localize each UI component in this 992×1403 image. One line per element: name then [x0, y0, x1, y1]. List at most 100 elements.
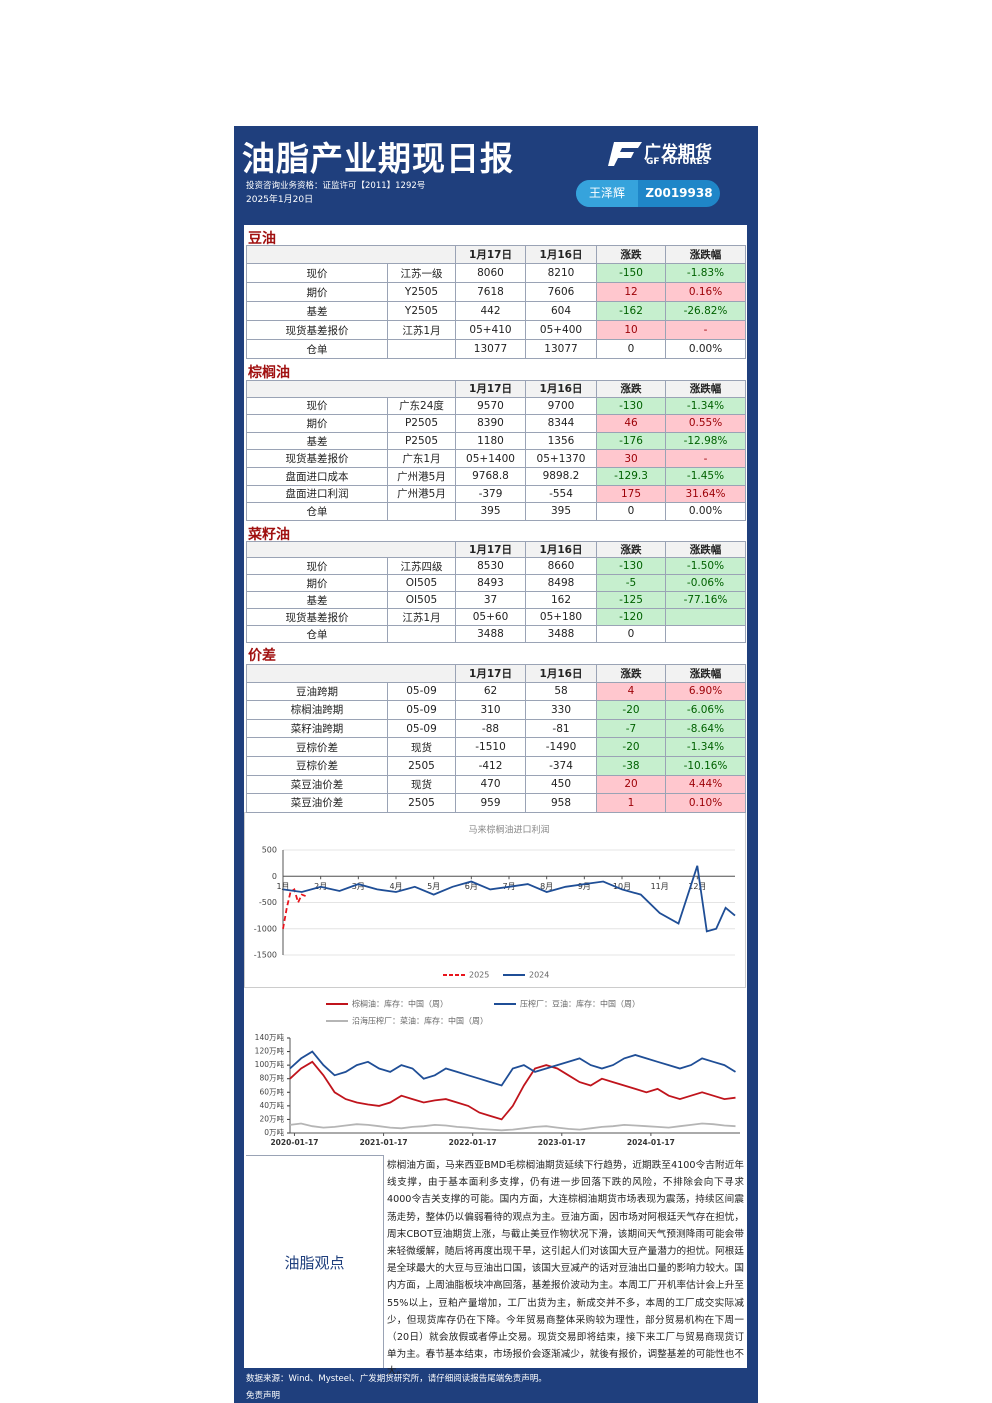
row-item: 现货基差报价 [246, 450, 388, 468]
row-value: 0 [597, 626, 666, 643]
row-value: 05+410 [456, 321, 526, 340]
logo-icon [608, 142, 642, 166]
column-header: 涨跌 [597, 664, 666, 683]
row-item: 基差 [246, 432, 388, 451]
x-tick-label: 2022-01-17 [449, 1138, 497, 1147]
legend-label: 沿海压榨厂：菜油：库存：中国（周） [352, 1016, 488, 1026]
row-spec: 广东24度 [388, 397, 456, 416]
viewpoint-text: 棕榈油方面，马来西亚BMD毛棕榈油期货延续下行趋势，近期跌至4100令吉附近年线… [387, 1160, 744, 1378]
column-header: 1月16日 [526, 380, 597, 398]
x-tick-label: 2021-01-17 [360, 1138, 408, 1147]
row-value: -554 [526, 485, 597, 504]
row-value: 330 [526, 701, 597, 720]
y-tick-label: -1500 [254, 951, 277, 960]
row-value: 8493 [456, 575, 526, 592]
y-tick-label: 0 [272, 872, 277, 881]
row-item: 基差 [246, 592, 388, 609]
row-spec: 05-09 [388, 719, 456, 739]
row-value: -77.16% [666, 592, 746, 609]
x-tick-label: 2023-01-17 [538, 1138, 586, 1147]
row-value: 3488 [526, 626, 597, 643]
row-value: -130 [597, 558, 666, 575]
y-tick-label: 500 [262, 846, 277, 855]
row-value: 0.10% [666, 794, 746, 813]
row-value: 3488 [456, 626, 526, 643]
row-spec: Y2505 [388, 283, 456, 302]
row-value: 8060 [456, 264, 526, 283]
row-value: 6.90% [666, 682, 746, 702]
row-value: 8210 [526, 264, 597, 283]
row-value: 450 [526, 775, 597, 795]
row-spec: 2505 [388, 757, 456, 776]
x-tick-label: 6月 [465, 882, 478, 891]
row-value: 175 [597, 485, 666, 504]
row-value: -38 [597, 757, 666, 776]
column-header: 涨跌 [597, 380, 666, 398]
row-value: 162 [526, 592, 597, 609]
x-tick-label: 12月 [688, 882, 706, 891]
report-date: 2025年1月20日 [246, 195, 314, 205]
x-tick-label: 9月 [578, 882, 591, 891]
row-value: -130 [597, 397, 666, 416]
x-tick-label: 1月 [276, 882, 289, 891]
row-value: 9570 [456, 397, 526, 416]
row-item: 仓单 [246, 503, 388, 521]
row-value: 9768.8 [456, 468, 526, 486]
header-blank [246, 245, 456, 264]
series-line [289, 1050, 736, 1087]
series-line [282, 865, 736, 933]
row-value: -8.64% [666, 719, 746, 739]
legend-label: 2025 [469, 971, 489, 980]
row-value: -1.45% [666, 468, 746, 486]
row-value: 7606 [526, 283, 597, 302]
chart-title: 马来棕榈油进口利润 [468, 824, 549, 836]
row-value: 05+400 [526, 321, 597, 340]
column-header: 涨跌 [597, 245, 666, 264]
row-value: -5 [597, 575, 666, 592]
row-spec: 江苏一级 [388, 264, 456, 283]
row-value: 05+60 [456, 609, 526, 626]
row-value: -129.3 [597, 468, 666, 486]
row-value: 0 [597, 503, 666, 521]
x-tick-label: 2024-01-17 [627, 1138, 675, 1147]
row-item: 期价 [246, 415, 388, 433]
row-value: 310 [456, 701, 526, 720]
row-item: 仓单 [246, 340, 388, 359]
x-tick-label: 10月 [613, 882, 631, 891]
logo-en: GF FUTURES [646, 157, 710, 167]
row-value: -412 [456, 757, 526, 776]
series-line [282, 887, 306, 929]
row-item: 菜豆油价差 [246, 794, 388, 813]
y-tick-label: 0万吨 [264, 1127, 284, 1137]
row-spec [388, 340, 456, 359]
author-id: Z0019938 [645, 186, 713, 200]
row-spec: 2505 [388, 794, 456, 813]
section-title: 豆油 [248, 231, 276, 247]
row-value: 0 [597, 340, 666, 359]
row-item: 菜籽油跨期 [246, 719, 388, 739]
row-value: -0.06% [666, 575, 746, 592]
column-header: 涨跌幅 [666, 541, 746, 558]
footer-disclaimer: 免责声明 [246, 1391, 281, 1401]
row-value: 31.64% [666, 485, 746, 504]
row-value: 0.16% [666, 283, 746, 302]
row-item: 盘面进口利润 [246, 485, 388, 504]
row-value: 05+180 [526, 609, 597, 626]
row-value: -1490 [526, 738, 597, 757]
row-value: -1.83% [666, 264, 746, 283]
row-value: 1356 [526, 432, 597, 451]
row-item: 豆棕价差 [246, 738, 388, 757]
x-tick-label: 4月 [389, 882, 402, 891]
row-value: 13077 [526, 340, 597, 359]
x-tick-label: 11月 [651, 882, 669, 891]
x-tick-label: 5月 [427, 882, 440, 891]
row-spec: 广州港5月 [388, 485, 456, 504]
row-value: 0.00% [666, 340, 746, 359]
header-blank [246, 664, 456, 683]
logo-cn: 广发期货 [644, 143, 712, 163]
x-tick-label: 8月 [540, 882, 553, 891]
column-header: 涨跌幅 [666, 380, 746, 398]
row-item: 豆棕价差 [246, 757, 388, 776]
row-spec: 广州港5月 [388, 468, 456, 486]
